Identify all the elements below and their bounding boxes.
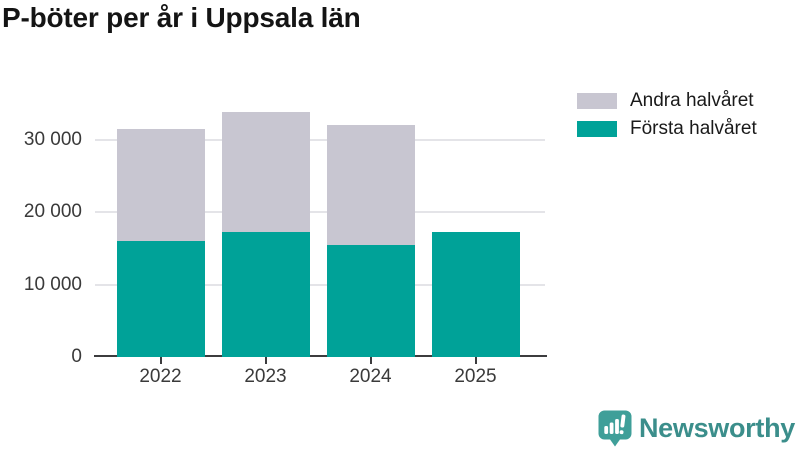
x-tick-label: 2022 [139, 366, 182, 387]
bar-2022-first-half [116, 241, 205, 357]
legend-item: Första halvåret [577, 118, 757, 139]
bar-2024-second-half [326, 125, 415, 245]
legend-swatch [577, 93, 617, 109]
chart-title: P-böter per år i Uppsala län [2, 2, 361, 33]
newsworthy-wordmark: Newsworthy [638, 413, 795, 443]
chart-legend: Andra halvåret Första halvåret [577, 90, 757, 149]
x-tick-label: 2023 [244, 366, 287, 387]
x-axis-tick [369, 357, 372, 364]
newsworthy-bubble-chart-icon [598, 410, 632, 447]
legend-swatch [577, 121, 617, 137]
x-axis-tick [264, 357, 267, 364]
gridline-30000 [95, 138, 545, 141]
bar-2025-first-half [431, 231, 520, 357]
legend-label: Andra halvåret [630, 90, 754, 111]
x-tick-label: 2025 [454, 366, 497, 387]
y-tick-label: 0 [71, 346, 82, 367]
plot-area [94, 100, 547, 357]
bar-2023-first-half [221, 231, 310, 357]
bar-2022-second-half [116, 128, 205, 242]
y-tick-label: 20 000 [23, 201, 82, 223]
bar-2023-second-half [221, 111, 310, 232]
x-tick-label: 2024 [349, 366, 392, 387]
gridline-10000 [95, 283, 545, 286]
y-tick-label: 30 000 [23, 128, 82, 150]
bar-2024-first-half [326, 244, 415, 357]
y-tick-label: 10 000 [23, 273, 82, 295]
x-axis-tick [474, 357, 477, 364]
x-axis-line [94, 355, 547, 357]
newsworthy-logo[interactable]: Newsworthy [598, 410, 795, 447]
gridline-20000 [95, 211, 545, 214]
x-axis-tick [159, 357, 162, 364]
legend-item: Andra halvåret [577, 90, 757, 111]
legend-label: Första halvåret [630, 118, 757, 139]
bar-chart: 0 10 000 20 000 30 000 2022 2023 2024 2025 [23, 100, 547, 387]
